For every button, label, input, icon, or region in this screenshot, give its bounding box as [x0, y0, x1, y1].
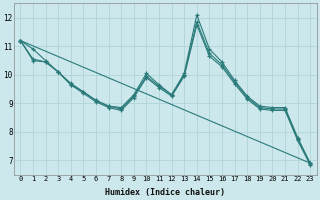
X-axis label: Humidex (Indice chaleur): Humidex (Indice chaleur) — [105, 188, 225, 197]
